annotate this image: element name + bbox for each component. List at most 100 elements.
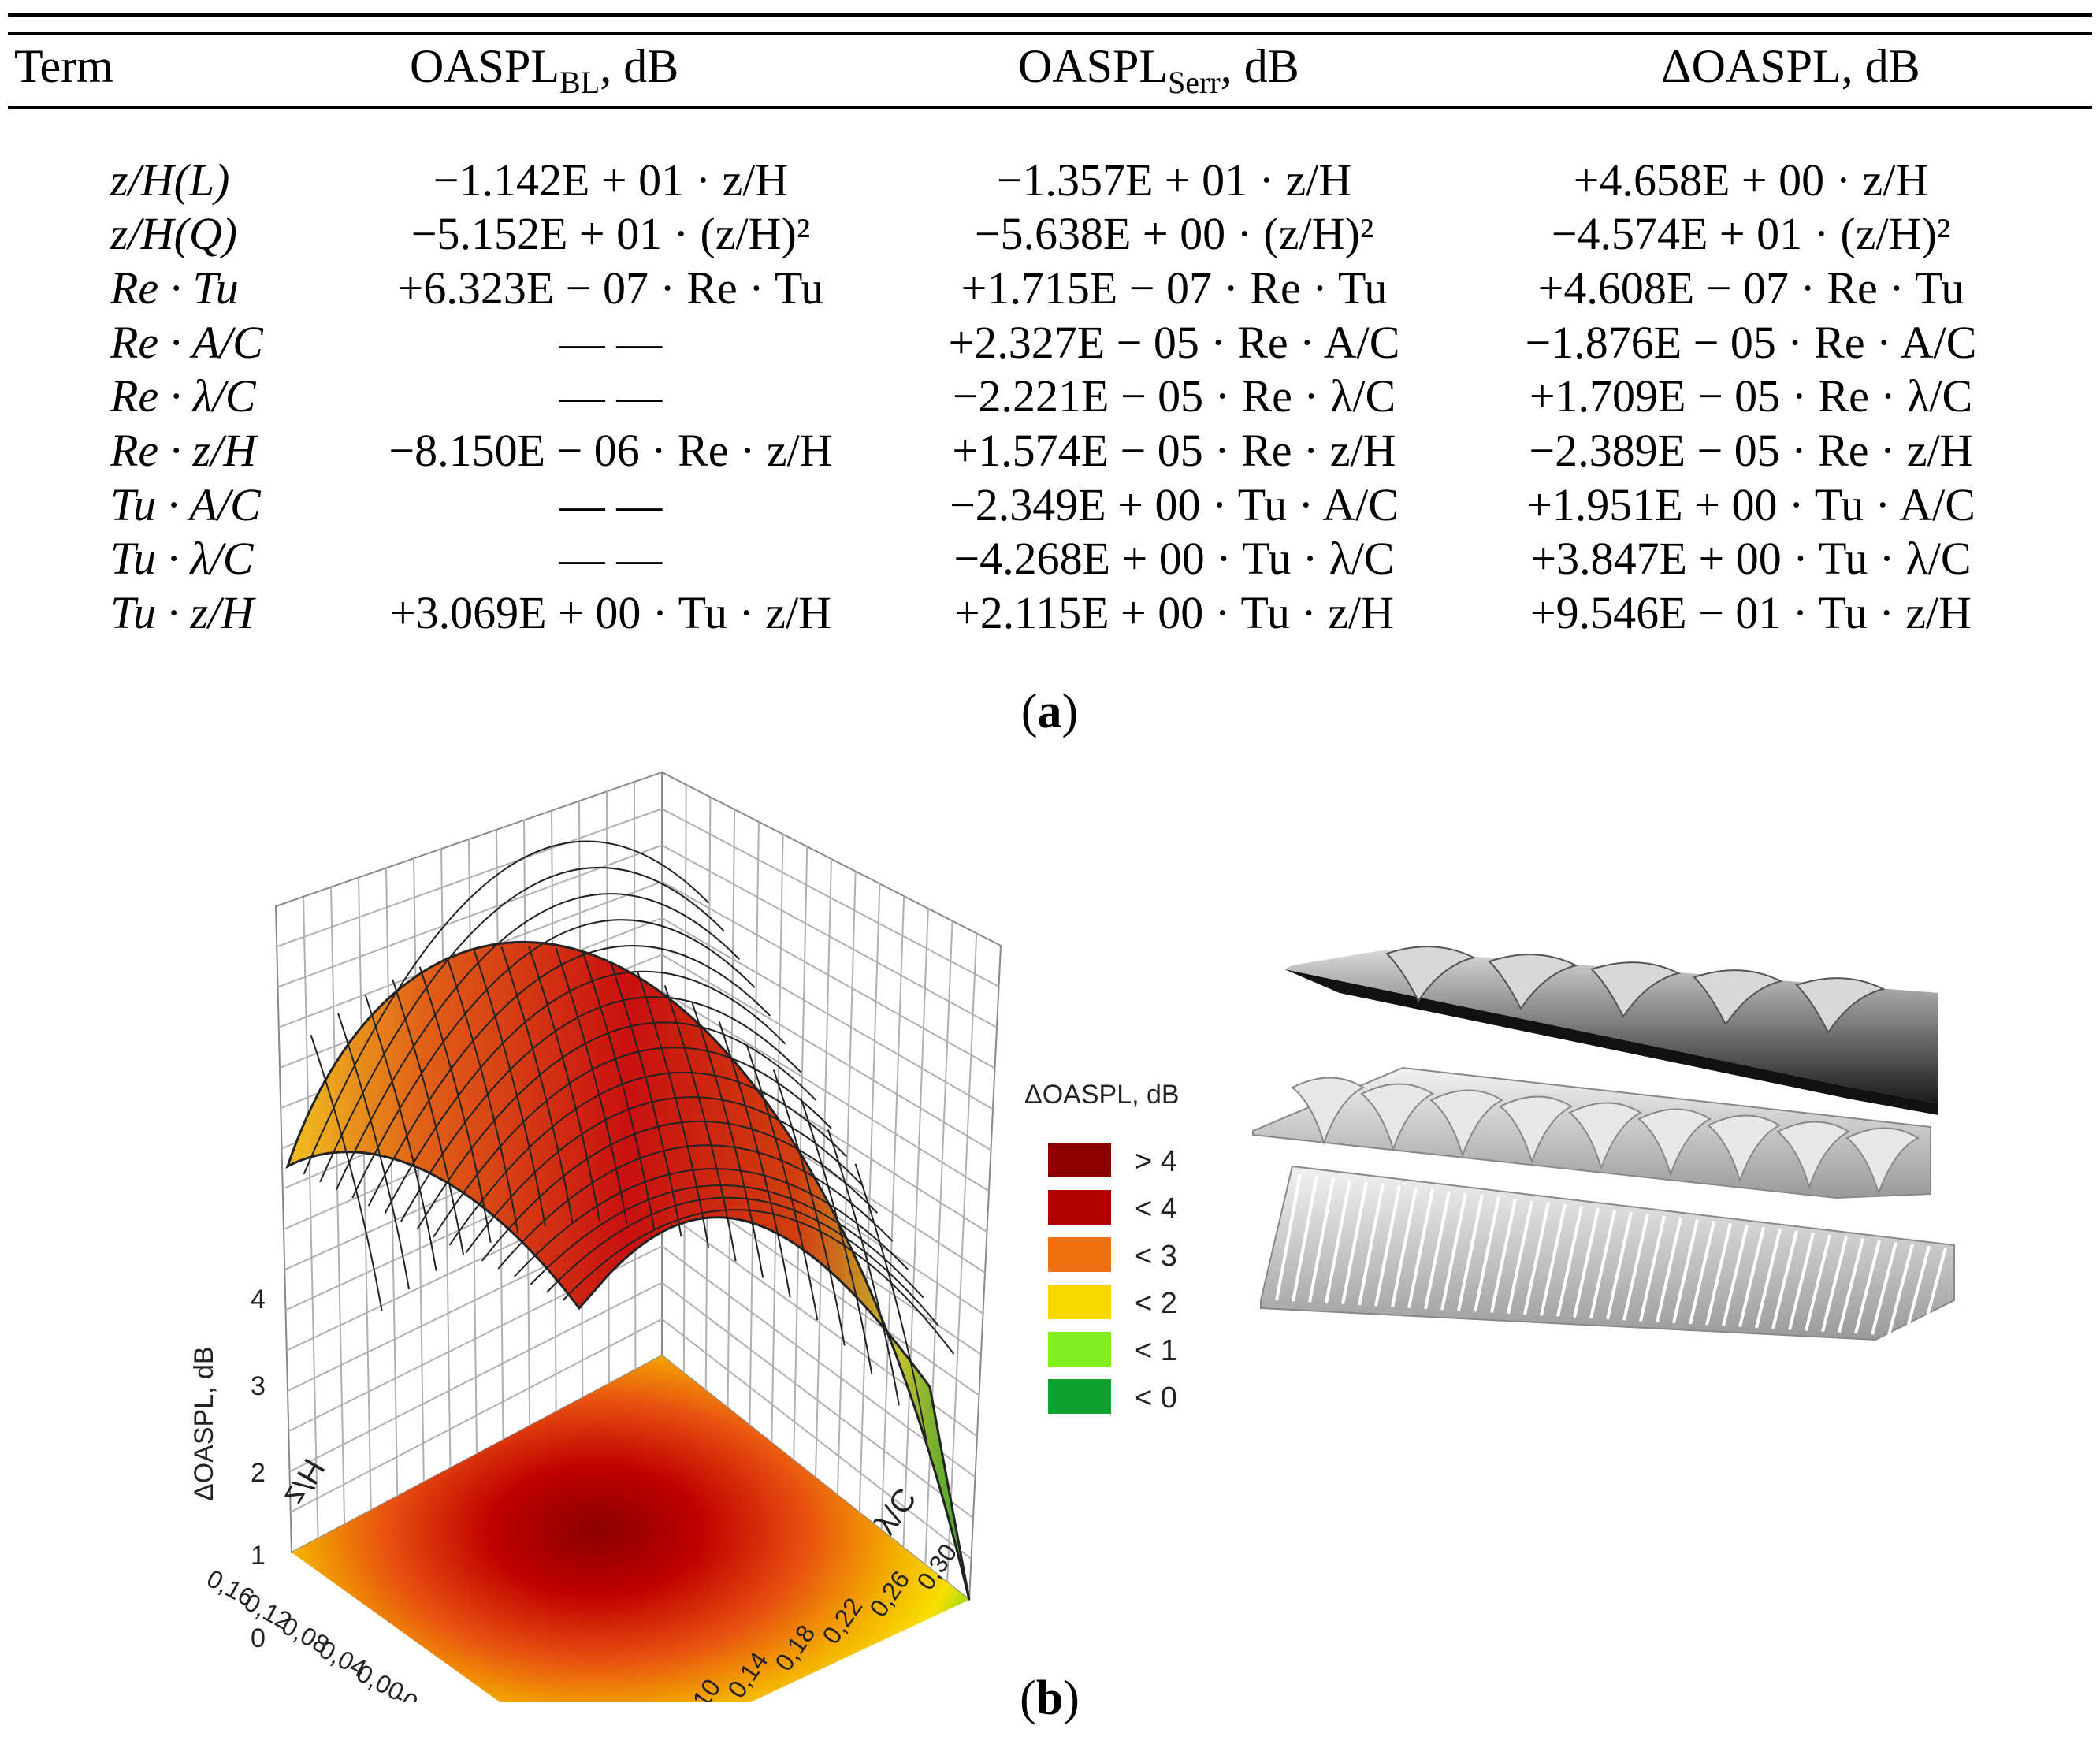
grid-line xyxy=(661,880,995,1069)
serration-ridge xyxy=(1440,1192,1467,1311)
serr-cell: +2.327E − 05 · Re · A/C xyxy=(948,317,1400,368)
term-cell: Re · λ/C xyxy=(110,370,256,422)
serration-ridge xyxy=(1540,1203,1567,1316)
delta-cell: +3.847E + 00 · Tu · λ/C xyxy=(1530,533,1972,584)
serration-lobe xyxy=(1693,969,1783,1026)
serr-cell: +2.115E + 00 · Tu · z/H xyxy=(954,587,1394,638)
legend-swatch xyxy=(1048,1379,1111,1414)
response-surface xyxy=(285,941,971,1601)
grid-line xyxy=(661,990,990,1192)
delta-cell: +4.608E − 07 · Re · Tu xyxy=(1537,262,1964,314)
grid-line xyxy=(276,808,663,948)
serration-ridge xyxy=(1854,1240,1881,1334)
bl-cell: +6.323E − 07 · Re · Tu xyxy=(397,262,824,314)
mesh-line xyxy=(546,1196,939,1327)
legend-label: < 0 xyxy=(1135,1381,1177,1415)
mesh-line xyxy=(364,995,437,1271)
serration-ridge xyxy=(1805,1234,1831,1331)
z-tick: 3 xyxy=(251,1371,266,1401)
bl-cell: — — xyxy=(559,533,663,584)
mesh-line xyxy=(527,945,600,1222)
bl-cell: — — xyxy=(559,317,663,368)
serration-ridge xyxy=(1738,1226,1765,1328)
mesh-line xyxy=(392,979,465,1256)
serration-ridge xyxy=(1622,1213,1649,1321)
mesh-line xyxy=(351,919,756,1199)
mesh-line xyxy=(745,1043,819,1321)
mesh-line xyxy=(691,1002,764,1278)
delta-cell: −1.876E − 05 · Re · A/C xyxy=(1525,317,1977,368)
mesh-line xyxy=(446,957,519,1233)
serration-ridge xyxy=(1523,1202,1550,1315)
serration-ridge xyxy=(1771,1230,1798,1329)
legend-label: > 4 xyxy=(1135,1145,1177,1178)
serration-lobe xyxy=(1845,1127,1920,1196)
serration-ridge xyxy=(1556,1206,1583,1317)
mesh-line xyxy=(500,946,574,1223)
serration-illustration-top xyxy=(1284,946,1938,1115)
grid-line xyxy=(290,1318,663,1513)
mesh-line xyxy=(637,971,710,1248)
mesh-line xyxy=(562,1209,955,1355)
delta-cell: −2.389E − 05 · Re · z/H xyxy=(1529,425,1973,476)
table-top-rule-2 xyxy=(8,32,2092,35)
serration-lobe xyxy=(1429,1089,1504,1158)
mesh-line xyxy=(473,950,546,1227)
grid-line xyxy=(661,1281,974,1519)
mesh-line xyxy=(337,1013,411,1290)
term-cell: Tu · λ/C xyxy=(110,533,254,584)
mesh-line xyxy=(772,1069,846,1346)
mesh-line xyxy=(335,893,741,1191)
serration-ridge xyxy=(1656,1217,1682,1323)
serr-cell: +1.574E − 05 · Re · z/H xyxy=(952,425,1396,476)
serration-lobe xyxy=(1385,946,1476,1002)
delta-cell: +9.546E − 01 · Tu · z/H xyxy=(1529,587,1972,638)
term-cell: Re · A/C xyxy=(110,317,263,368)
mesh-line xyxy=(416,1021,817,1230)
legend-label: < 4 xyxy=(1135,1192,1177,1225)
delta-cell: −4.574E + 01 · (z/H)² xyxy=(1551,208,1951,259)
mesh-line xyxy=(465,1096,863,1254)
grid-line xyxy=(661,917,994,1110)
mesh-line xyxy=(384,970,786,1214)
serration-ridge xyxy=(1275,1173,1302,1301)
serration-ridge xyxy=(1871,1241,1897,1335)
mesh-line xyxy=(530,1184,924,1299)
serration-ridge xyxy=(1474,1196,1500,1312)
bl-cell: −1.142E + 01 · z/H xyxy=(433,154,789,206)
serration-ridge xyxy=(1424,1191,1451,1310)
header-delta-oaspl: ΔOASPL, dB xyxy=(1661,40,1920,92)
serration-ridge xyxy=(1407,1188,1434,1308)
header-oaspl-bl: OASPLBL, dB xyxy=(410,40,679,100)
mesh-line xyxy=(609,960,682,1237)
z-tick: 4 xyxy=(251,1285,266,1315)
serration-ridge xyxy=(1821,1236,1848,1333)
serration-lobe xyxy=(1590,961,1681,1018)
mesh-line xyxy=(497,1144,894,1270)
grid-line xyxy=(661,844,998,1028)
serration-ridge xyxy=(1325,1179,1351,1303)
floor-contour xyxy=(292,1355,969,1702)
serr-cell: −4.268E + 00 · Tu · λ/C xyxy=(953,533,1395,584)
grid-line xyxy=(661,1245,976,1478)
term-cell: z/H(Q) xyxy=(110,208,238,259)
mesh-line xyxy=(827,1129,900,1406)
legend-label: < 3 xyxy=(1135,1240,1177,1273)
delta-cell: +1.951E + 00 · Tu · A/C xyxy=(1526,479,1975,530)
mesh-line xyxy=(319,867,725,1183)
serration-ridge xyxy=(1705,1222,1732,1326)
serration-ridge xyxy=(1374,1185,1401,1307)
term-cell: Tu · z/H xyxy=(110,587,255,638)
grid-line xyxy=(661,808,999,987)
serration-illustration-middle xyxy=(1252,1066,1931,1199)
delta-cell: +4.658E + 00 · z/H xyxy=(1573,154,1929,206)
serration-ridge xyxy=(1672,1219,1699,1324)
legend-title: ΔOASPL, dB xyxy=(1024,1080,1180,1110)
serration-ridge xyxy=(1457,1194,1484,1311)
term-cell: z/H(L) xyxy=(110,154,230,206)
serration-lobe xyxy=(1637,1108,1712,1177)
serr-cell: −2.221E − 05 · Re · λ/C xyxy=(952,370,1396,422)
legend-swatch xyxy=(1048,1190,1111,1225)
grid-line xyxy=(289,1281,663,1473)
legend-swatch xyxy=(1048,1332,1111,1367)
